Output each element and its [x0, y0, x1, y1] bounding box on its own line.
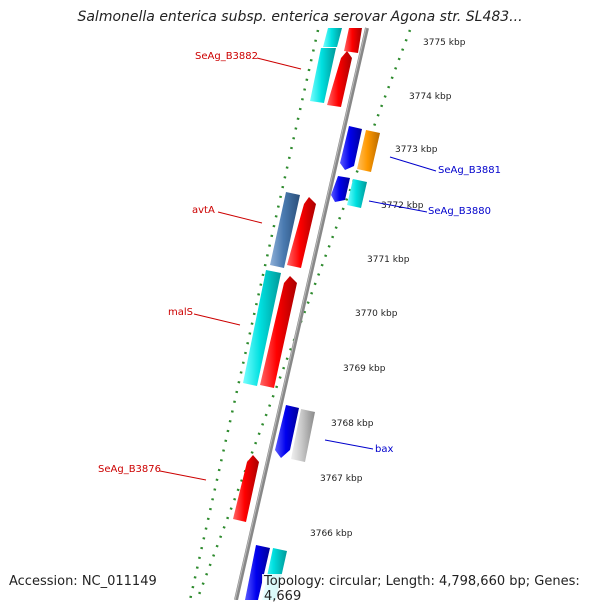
gene-arrow-cyan-b3882[interactable] — [310, 48, 336, 103]
tick-label: 3769 kbp — [343, 364, 386, 374]
gene-arrow-blue-bax[interactable] — [275, 405, 299, 458]
label-leaders — [159, 57, 437, 481]
map-title: Salmonella enterica subsp. enterica sero… — [77, 9, 523, 25]
gene-arrow-blue-small[interactable] — [331, 176, 350, 202]
gene-arrow-steel-avta[interactable] — [270, 192, 300, 268]
gene-label-mals[interactable]: malS — [168, 307, 193, 318]
outer-track-guide — [195, 29, 412, 600]
tick-label: 3773 kbp — [395, 145, 438, 155]
gene-arrow-cyan-b3880[interactable] — [347, 179, 367, 208]
gene-label-seag-b3876[interactable]: SeAg_B3876 — [98, 464, 161, 475]
accession-text: Accession: NC_011149 — [9, 574, 157, 589]
tick-labels: 3775 kbp 3774 kbp 3773 kbp 3772 kbp 3771… — [310, 38, 466, 539]
gene-label-seag-b3880[interactable]: SeAg_B3880 — [428, 206, 491, 217]
gene-arrow-cyan-top[interactable] — [323, 28, 342, 47]
gene-arrow-red-mals[interactable] — [260, 276, 297, 388]
backbone-highlight — [234, 27, 367, 600]
gene-arrow-gray-bax[interactable] — [291, 409, 315, 462]
gene-arrow-red-avta[interactable] — [287, 197, 316, 268]
gene-arrow-cyan-mals[interactable] — [243, 270, 281, 386]
tick-label: 3775 kbp — [423, 38, 466, 48]
gene-label-seag-b3882[interactable]: SeAg_B3882 — [195, 51, 258, 62]
tick-label: 3771 kbp — [367, 255, 410, 265]
gene-arrow-red-b3882[interactable] — [327, 51, 352, 107]
gene-arrow-orange-b3881[interactable] — [357, 130, 380, 172]
gene-label-avta[interactable]: avtA — [192, 205, 215, 216]
tick-label: 3772 kbp — [381, 201, 424, 211]
tick-label: 3774 kbp — [409, 92, 452, 102]
topology-summary: Topology: circular; Length: 4,798,660 bp… — [262, 574, 600, 604]
tick-label: 3767 kbp — [320, 474, 363, 484]
backbone — [234, 27, 369, 600]
gene-arrow-blue-bottom[interactable] — [245, 545, 270, 600]
tick-label: 3770 kbp — [355, 309, 398, 319]
gene-arrow-red-b3876[interactable] — [233, 455, 259, 522]
gene-arrow-red-top[interactable] — [344, 28, 362, 53]
gene-label-seag-b3881[interactable]: SeAg_B3881 — [438, 165, 501, 176]
tick-label: 3766 kbp — [310, 529, 353, 539]
gene-labels: SeAg_B3882 SeAg_B3881 SeAg_B3880 avtA ma… — [98, 51, 501, 475]
gene-label-bax[interactable]: bax — [375, 444, 393, 455]
gene-arrow-blue-b3881[interactable] — [340, 126, 362, 170]
tick-label: 3768 kbp — [331, 419, 374, 429]
